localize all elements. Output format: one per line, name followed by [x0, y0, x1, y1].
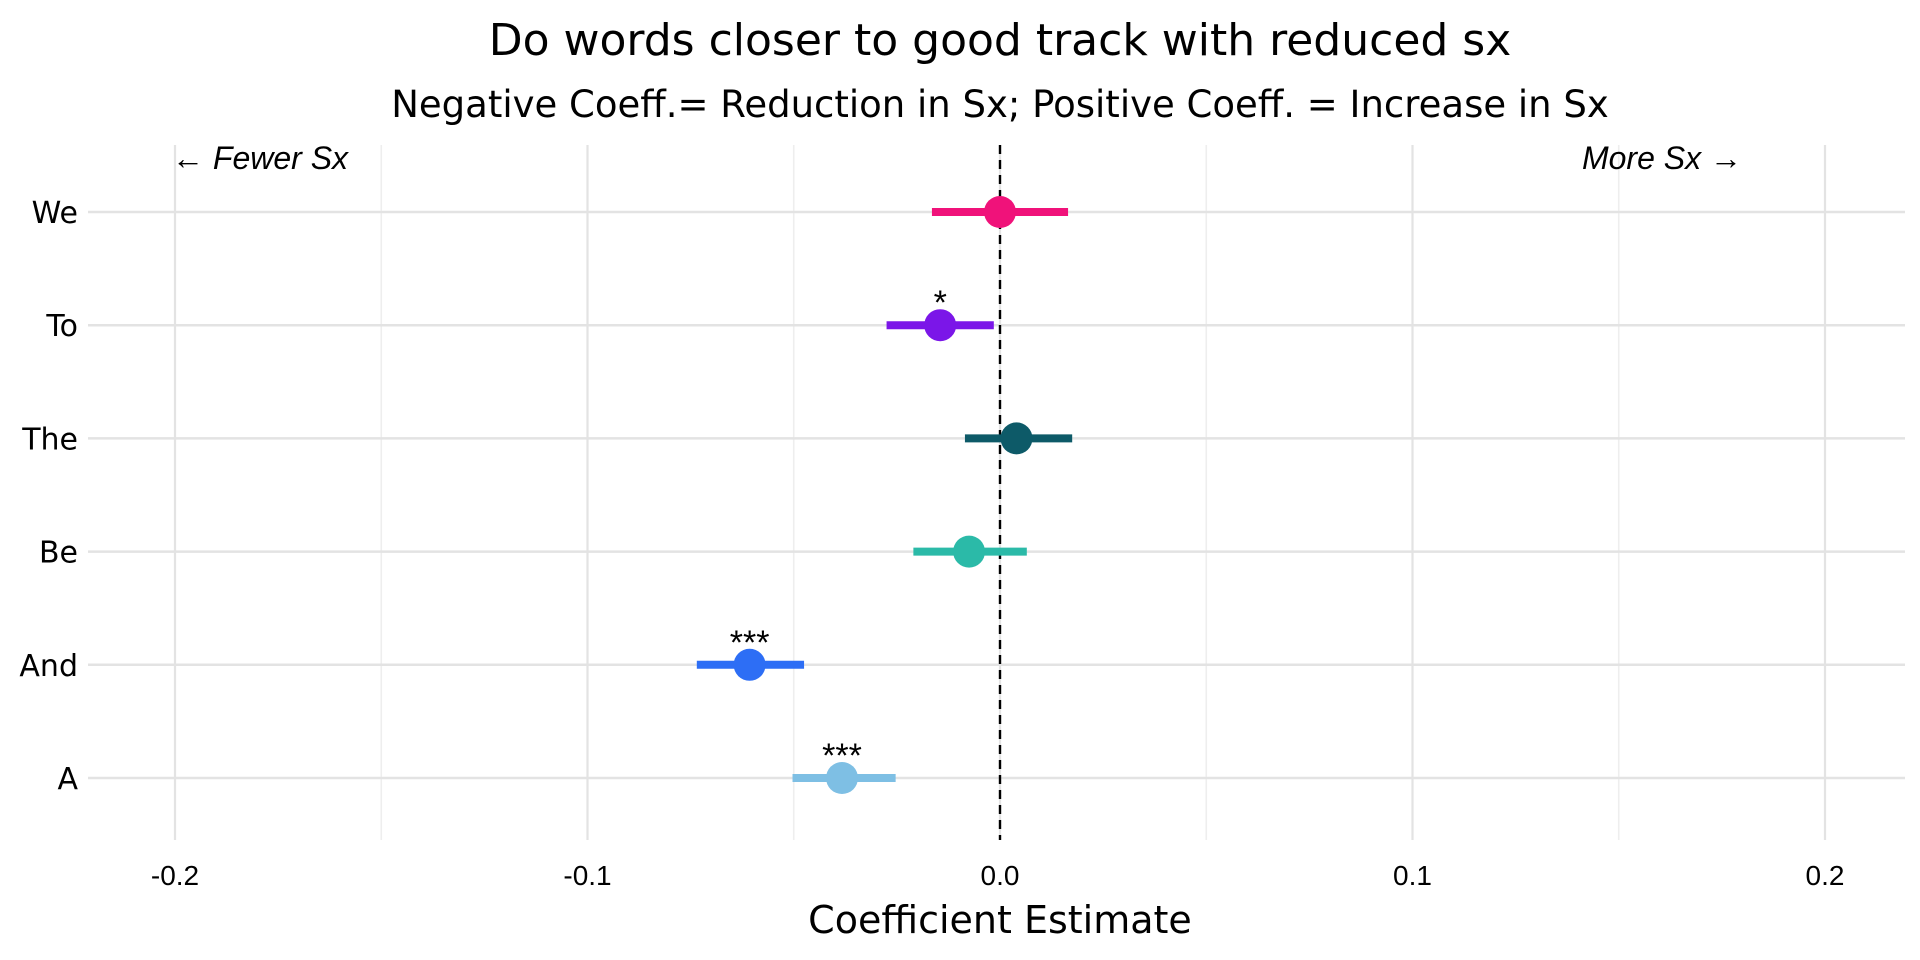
x-tick-label: 0.1	[1393, 860, 1432, 891]
coefficient-marks: *******	[696, 196, 1073, 794]
estimate-point-to	[924, 309, 957, 342]
x-axis-label: Coefficient Estimate	[808, 898, 1192, 942]
estimate-point-we	[984, 196, 1016, 228]
x-tick-label: 0.0	[981, 860, 1020, 891]
estimate-point-the	[1000, 422, 1033, 455]
y-tick-label: And	[19, 649, 78, 684]
grid-lines	[88, 145, 1905, 840]
x-tick-label: -0.2	[151, 860, 199, 891]
significance-label-and: ***	[730, 624, 770, 662]
chart-title: Do words closer to good track with reduc…	[489, 15, 1512, 66]
annotation-fewer-sx: ← Fewer Sx	[172, 140, 349, 176]
annotation-more-sx: More Sx →	[1582, 140, 1742, 176]
y-tick-label: Be	[39, 536, 78, 571]
y-axis-tick-labels: We To The Be And A	[19, 196, 78, 797]
x-tick-label: -0.1	[563, 860, 611, 891]
y-tick-label: The	[21, 422, 78, 457]
estimate-point-be	[953, 535, 986, 568]
estimate-point-and	[733, 648, 766, 681]
x-tick-label: 0.2	[1806, 860, 1845, 891]
estimate-point-a	[826, 762, 859, 794]
y-tick-label: We	[32, 196, 78, 231]
x-axis-tick-labels: -0.2 -0.1 0.0 0.1 0.2	[151, 860, 1845, 891]
chart-subtitle: Negative Coeff.= Reduction in Sx; Positi…	[391, 83, 1609, 126]
significance-label-to: *	[934, 284, 947, 322]
y-tick-label: A	[57, 762, 78, 797]
significance-label-a: ***	[822, 737, 862, 775]
y-tick-label: To	[45, 309, 78, 344]
